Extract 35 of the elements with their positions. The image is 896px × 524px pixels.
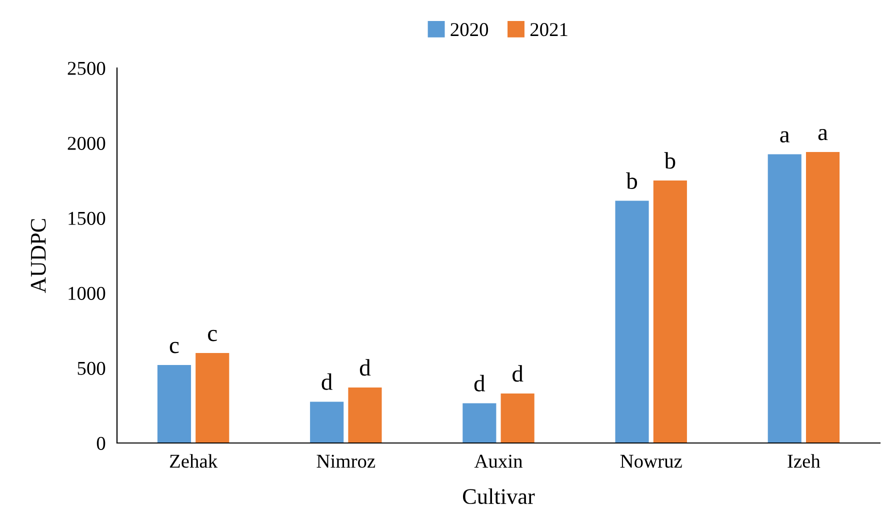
y-tick-label: 1500 (68, 212, 106, 225)
x-tick-label: Izeh (788, 454, 820, 468)
x-tick-label: Zehak (170, 454, 218, 468)
bar (500, 394, 534, 443)
bar (157, 365, 192, 443)
annotation: d (322, 373, 332, 390)
x-tick-label: Nowruz (620, 454, 682, 468)
y-tick-label: 1000 (68, 286, 106, 300)
bar (806, 152, 840, 443)
annotation: b (664, 152, 676, 169)
legend-label: 2021 (530, 23, 568, 36)
y-tick-label: 0 (96, 436, 106, 450)
annotation: a (818, 128, 828, 140)
bar (768, 154, 802, 443)
bar (196, 353, 230, 443)
x-axis-title: Cultivar (463, 488, 535, 504)
y-tick-label: 2000 (68, 136, 106, 150)
legend-label: 2020 (450, 23, 488, 36)
bar (348, 388, 382, 443)
x-tick-label: Nimroz (316, 454, 376, 468)
y-tick-label: 500 (78, 362, 106, 375)
bar (310, 402, 344, 443)
bar (615, 200, 649, 443)
y-tick-label: 2500 (68, 62, 106, 75)
x-tick-label: Auxin (474, 454, 523, 468)
annotation: d (360, 359, 371, 376)
bar (462, 403, 496, 443)
bar (653, 180, 687, 443)
annotation: b (626, 172, 638, 190)
annotation: a (780, 131, 790, 143)
annotation: c (208, 330, 217, 342)
annotation: d (512, 365, 524, 382)
annotation: c (170, 342, 179, 354)
y-axis-title: AUDPC (30, 219, 46, 293)
annotation: d (474, 374, 486, 392)
